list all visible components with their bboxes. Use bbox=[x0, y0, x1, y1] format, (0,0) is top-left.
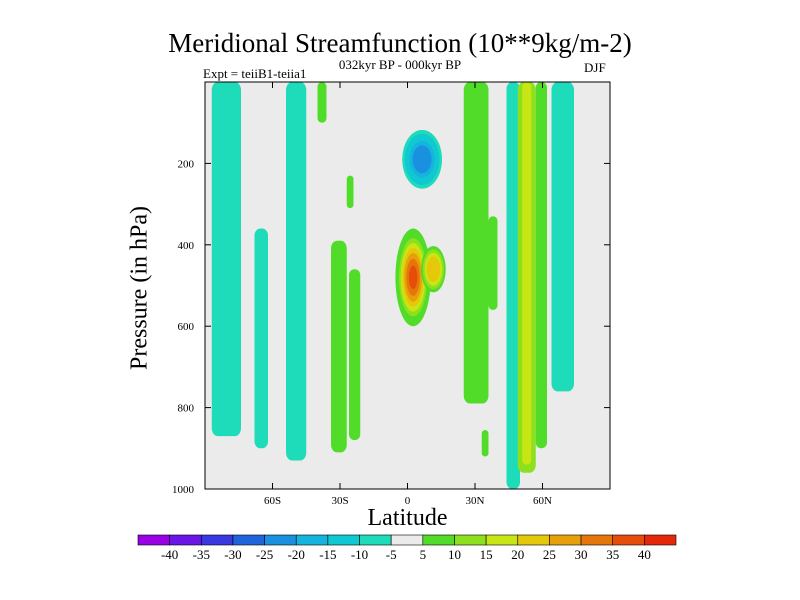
x-axis: 60S 30S 0 30N 60N bbox=[264, 82, 552, 507]
colorbar-box-16 bbox=[612, 534, 645, 546]
contour-cell-1-level-6 bbox=[412, 145, 432, 174]
contour-band-4 bbox=[317, 82, 327, 123]
contour-band-6 bbox=[346, 175, 354, 209]
colorbar-box-12 bbox=[485, 534, 519, 546]
colorbar-box-2 bbox=[169, 534, 202, 546]
contour-band-13 bbox=[522, 82, 532, 465]
colorbar-label-5: -20 bbox=[288, 547, 305, 562]
colorbar-box-10 bbox=[422, 534, 455, 546]
x-tick-label-2: 30S bbox=[331, 495, 348, 507]
colorbar-box-13 bbox=[517, 534, 550, 546]
colorbar-label-4: -25 bbox=[256, 547, 273, 562]
contour-cell-2-level-8 bbox=[408, 265, 418, 290]
contour-band-10 bbox=[481, 429, 489, 457]
colorbar: -40 -35 -30 -25 -20 -15 -10 -5 5 10 15 20 25 30 35 40 bbox=[137, 534, 677, 562]
contour-band-9 bbox=[488, 216, 498, 310]
contour-band-5 bbox=[331, 240, 347, 453]
colorbar-box-11 bbox=[454, 534, 487, 546]
colorbar-label-12: 20 bbox=[511, 547, 524, 562]
contour-bands bbox=[211, 82, 574, 489]
y-tick-label-5: 1000 bbox=[172, 484, 195, 496]
contour-band-14 bbox=[535, 82, 547, 449]
colorbar-label-2: -35 bbox=[193, 547, 210, 562]
y-axis: 200 400 600 800 1000 bbox=[172, 158, 610, 496]
colorbar-box-15 bbox=[580, 534, 614, 546]
season-label: DJF bbox=[584, 60, 606, 75]
chart-title: Meridional Streamfunction (10**9kg/m-2) bbox=[168, 28, 632, 58]
colorbar-label-10: 10 bbox=[448, 547, 461, 562]
contour-band-15 bbox=[551, 82, 574, 392]
colorbar-box-3 bbox=[200, 534, 234, 546]
colorbar-box-1 bbox=[137, 534, 170, 546]
colorbar-label-14: 30 bbox=[575, 547, 588, 562]
colorbar-box-9 bbox=[390, 534, 424, 546]
contour-cells bbox=[395, 130, 446, 327]
colorbar-box-5 bbox=[264, 534, 297, 546]
colorbar-box-4 bbox=[232, 534, 265, 546]
x-tick-label-4: 30N bbox=[466, 495, 485, 507]
y-tick-label-2: 400 bbox=[178, 240, 195, 252]
contour-cell-3-level-4 bbox=[426, 256, 441, 282]
y-tick-label-4: 800 bbox=[178, 403, 195, 415]
colorbar-box-6 bbox=[295, 534, 329, 546]
x-tick-label-5: 60N bbox=[533, 495, 552, 507]
colorbar-label-8: -5 bbox=[386, 547, 397, 562]
y-tick-label-3: 600 bbox=[178, 321, 195, 333]
contour-band-8 bbox=[463, 82, 489, 404]
colorbar-box-8 bbox=[359, 534, 392, 546]
colorbar-box-17 bbox=[644, 534, 677, 546]
colorbar-label-15: 35 bbox=[606, 547, 619, 562]
contour-band-3 bbox=[286, 82, 307, 461]
x-axis-label: Latitude bbox=[367, 505, 448, 531]
contour-band-11 bbox=[506, 82, 520, 489]
x-tick-label-1: 60S bbox=[264, 495, 281, 507]
y-tick-label-1: 200 bbox=[178, 158, 195, 170]
experiment-label: Expt = teiiB1-teiia1 bbox=[203, 66, 307, 81]
colorbar-label-6: -15 bbox=[319, 547, 336, 562]
contour-band-7 bbox=[349, 269, 361, 441]
contour-band-2 bbox=[254, 228, 268, 449]
colorbar-label-3: -30 bbox=[224, 547, 241, 562]
colorbar-label-11: 15 bbox=[480, 547, 493, 562]
colorbar-label-9: 5 bbox=[420, 547, 427, 562]
colorbar-box-14 bbox=[549, 534, 582, 546]
colorbar-label-13: 25 bbox=[543, 547, 556, 562]
chart-subtitle: 032kyr BP - 000kyr BP bbox=[338, 57, 462, 72]
colorbar-label-7: -10 bbox=[351, 547, 368, 562]
contour-band-1 bbox=[211, 82, 241, 437]
x-tick-label-3: 0 bbox=[405, 495, 411, 507]
colorbar-label-1: -40 bbox=[161, 547, 178, 562]
colorbar-label-16: 40 bbox=[638, 547, 651, 562]
colorbar-box-7 bbox=[327, 534, 360, 546]
